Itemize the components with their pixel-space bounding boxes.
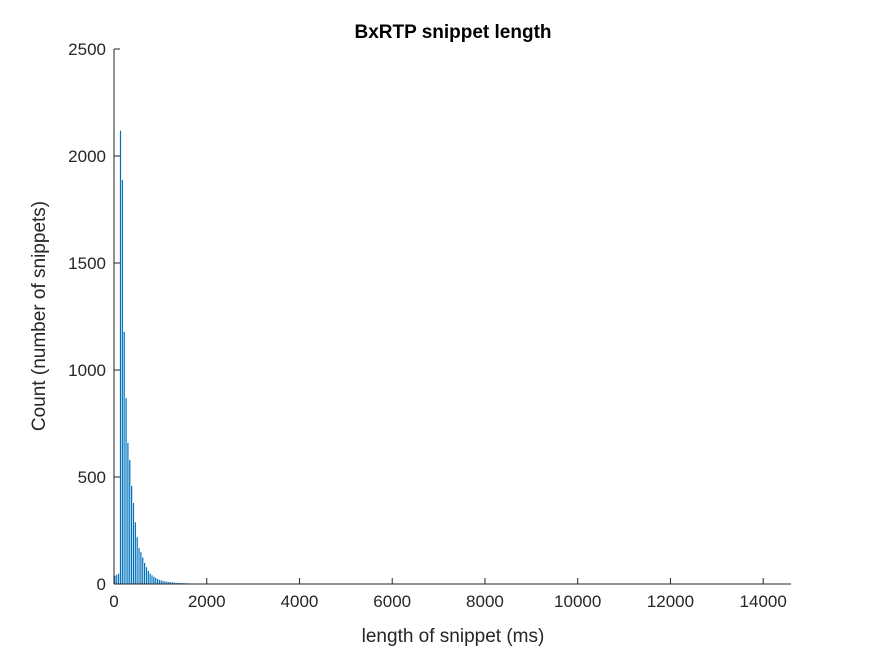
y-tick-label: 2500 [68, 40, 106, 59]
x-ticks-group: 0 2000 4000 6000 8000 10000 12000 14000 [109, 578, 787, 611]
y-tick-label: 0 [97, 575, 106, 594]
x-tick-label: 6000 [373, 592, 411, 611]
y-ticks-group: 0 500 1000 1500 2000 2500 [68, 40, 120, 594]
chart-title: BxRTP snippet length [354, 22, 551, 43]
x-tick-label: 4000 [281, 592, 319, 611]
y-tick-label: 1500 [68, 254, 106, 273]
x-tick-label: 8000 [466, 592, 504, 611]
x-tick-label: 0 [109, 592, 118, 611]
x-tick-label: 10000 [554, 592, 601, 611]
x-tick-label: 12000 [647, 592, 694, 611]
y-tick-label: 2000 [68, 147, 106, 166]
x-tick-label: 14000 [740, 592, 787, 611]
y-tick-label: 1000 [68, 361, 106, 380]
x-axis-title: length of snippet (ms) [362, 626, 545, 647]
y-tick-label: 500 [78, 468, 106, 487]
y-axis-title: Count (number of snippets) [29, 201, 50, 431]
axes-group [114, 49, 791, 584]
x-tick-label: 2000 [188, 592, 226, 611]
bars-group [114, 130, 253, 584]
